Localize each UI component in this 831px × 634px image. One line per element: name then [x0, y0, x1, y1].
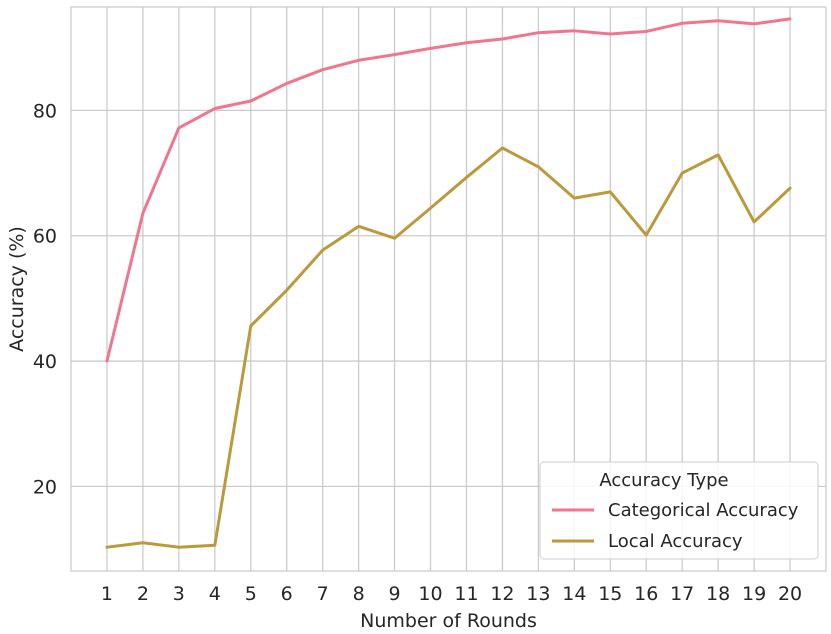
legend: Accuracy Type Categorical Accuracy Local…	[539, 461, 819, 560]
x-tick-label: 5	[245, 583, 257, 605]
x-tick-label: 6	[281, 583, 293, 605]
y-tick-label: 80	[33, 100, 57, 122]
x-tick-label: 18	[706, 583, 730, 605]
y-axis-title: Accuracy (%)	[6, 226, 28, 352]
x-tick-label: 15	[598, 583, 622, 605]
plot-area-frame	[70, 6, 827, 572]
legend-title: Accuracy Type	[599, 470, 728, 491]
y-tick-label: 60	[33, 226, 57, 248]
x-tick-label: 13	[526, 583, 550, 605]
y-tick-label: 40	[33, 351, 57, 373]
x-tick-label: 2	[137, 583, 149, 605]
x-tick-label: 1	[101, 583, 113, 605]
y-tick-labels: 20 40 60 80	[33, 100, 57, 498]
x-tick-label: 12	[490, 583, 514, 605]
x-tick-label: 8	[353, 583, 365, 605]
legend-label-categorical-accuracy: Categorical Accuracy	[608, 500, 799, 521]
x-tick-label: 19	[742, 583, 766, 605]
x-tick-label: 7	[317, 583, 329, 605]
x-tick-label: 10	[418, 583, 442, 605]
x-tick-labels: 1 2 3 4 5 6 7 8 9 10 11 12 13 14 15 16 17 18 19 20	[101, 583, 802, 605]
x-tick-label: 20	[778, 583, 802, 605]
x-tick-label: 3	[173, 583, 185, 605]
series-lines	[105, 17, 792, 549]
series-line-categorical-accuracy	[105, 17, 792, 363]
x-tick-label: 16	[634, 583, 658, 605]
x-tick-label: 4	[209, 583, 221, 605]
x-tick-label: 9	[389, 583, 401, 605]
series-line-local-accuracy	[105, 146, 792, 549]
x-tick-label: 17	[670, 583, 694, 605]
legend-label-local-accuracy: Local Accuracy	[608, 531, 743, 552]
x-tick-label: 11	[454, 583, 478, 605]
x-tick-label: 14	[562, 583, 586, 605]
y-tick-label: 20	[33, 476, 57, 498]
x-axis-title: Number of Rounds	[360, 610, 537, 632]
legend-box	[539, 461, 819, 560]
